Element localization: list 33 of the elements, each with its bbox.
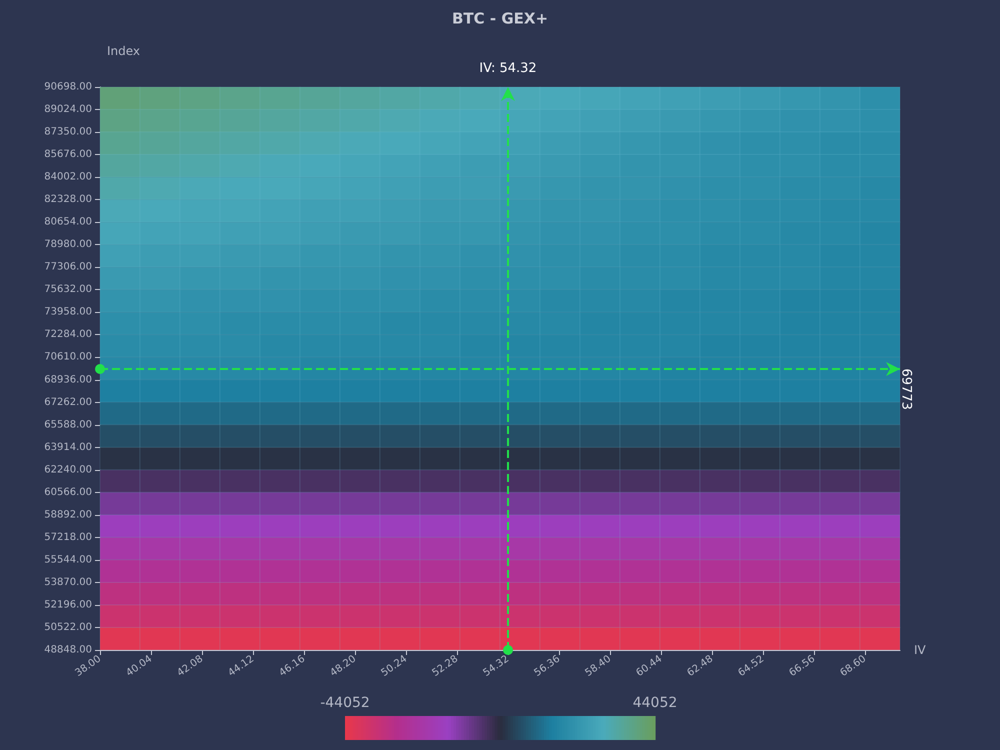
y-tick-label: 82328.00 [44, 194, 92, 206]
y-tick-label: 67262.00 [44, 396, 92, 408]
x-axis-title: IV [914, 643, 927, 657]
y-tick-label: 84002.00 [44, 172, 92, 183]
ref-line-label: 69773 [898, 368, 914, 410]
y-tick-label: 80654.00 [44, 216, 92, 228]
y-tick-label: 87350.00 [44, 126, 92, 138]
chart-title: BTC - GEX+ [452, 10, 548, 28]
y-tick-label: 73958.00 [44, 306, 92, 318]
y-tick-label: 85676.00 [44, 149, 92, 160]
y-tick-label: 70610.00 [44, 352, 92, 363]
y-tick-label: 63914.00 [44, 442, 92, 453]
y-tick-label: 48848.00 [44, 644, 92, 656]
y-tick-label: 68936.00 [44, 374, 92, 386]
y-tick-label: 60566.00 [44, 486, 92, 498]
color-bar-label: -44052 [320, 695, 370, 711]
y-axis-title: Index [106, 44, 140, 58]
y-tick-label: 58892.00 [44, 509, 92, 520]
y-tick-label: 53870.00 [44, 576, 92, 588]
y-tick-label: 65588.00 [44, 419, 92, 430]
color-bar-label: 44052 [632, 695, 678, 711]
y-tick-label: 52196.00 [44, 599, 92, 610]
y-tick-label: 75632.00 [44, 284, 92, 296]
y-tick-label: 90698.00 [44, 82, 92, 92]
y-tick-label: 78980.00 [44, 239, 92, 250]
y-tick-label: 72284.00 [44, 329, 92, 340]
y-tick-label: 50522.00 [44, 622, 92, 633]
y-tick-label: 62240.00 [44, 464, 92, 476]
y-tick-label: 77306.00 [44, 262, 92, 273]
y-tick-label: 57218.00 [44, 532, 92, 543]
y-tick-label: 89024.00 [44, 104, 92, 116]
ref-line-label: IV: 54.32 [479, 61, 537, 76]
y-tick-label: 55544.00 [44, 554, 92, 566]
